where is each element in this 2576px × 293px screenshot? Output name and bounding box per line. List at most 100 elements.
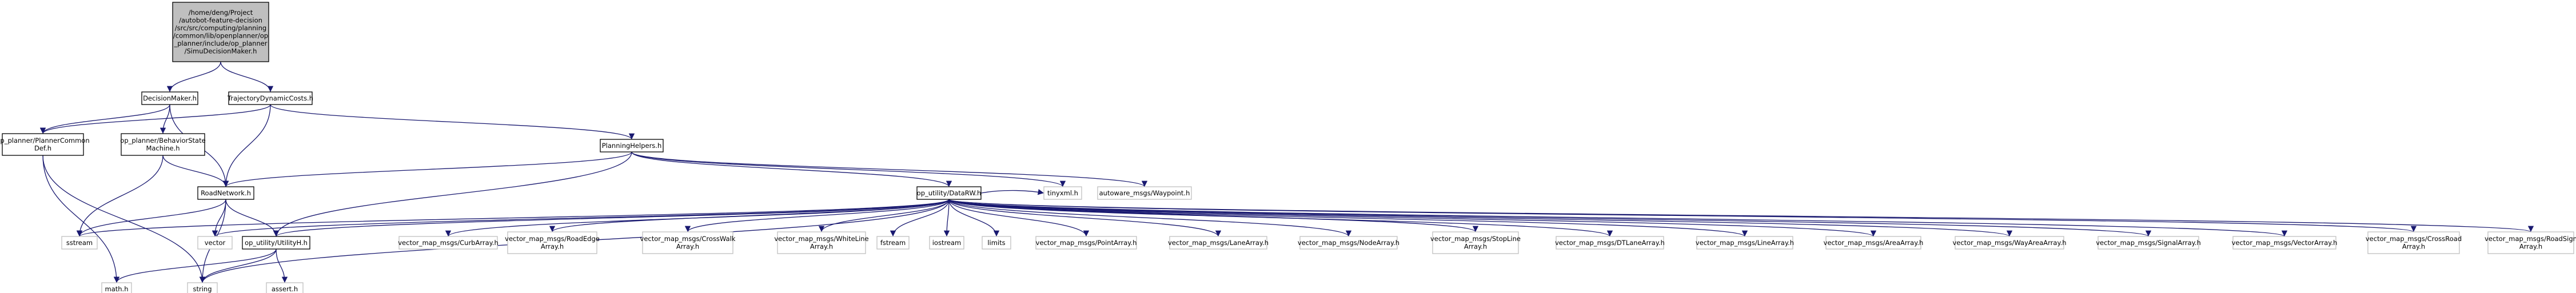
edge-datarw-to-crossroadarray: [948, 199, 2417, 232]
edge-utilityh-to-asserth: [276, 248, 288, 283]
edge-datarw-to-linearray: [948, 199, 1748, 237]
edge-datarw-to-areaarray: [948, 199, 1876, 237]
dependency-edges: [39, 61, 2534, 283]
node-wayareaarray: vector_map_msgs/WayAreaArray.h: [1952, 236, 2067, 250]
node-label: assert.h: [272, 285, 298, 293]
node-box: [1299, 236, 1398, 250]
edge-behaviorstatemachine-to-sstream: [76, 155, 164, 237]
node-box: [187, 282, 218, 293]
node-box: [121, 133, 205, 156]
node-tinyxml: tinyxml.h: [1043, 186, 1082, 200]
edge-trajectorydynamiccosts-to-planninghelpers: [270, 104, 635, 140]
node-lanearray: vector_map_msgs/LaneArray.h: [1168, 236, 1269, 250]
node-box: [2, 133, 84, 156]
node-label: vector_map_msgs/RoadEdge: [505, 235, 600, 243]
node-nodearray: vector_map_msgs/NodeArray.h: [1298, 236, 1399, 250]
node-signalarray: vector_map_msgs/SignalArray.h: [2096, 236, 2201, 250]
edge-decisionmaker-to-plannercommondef: [39, 104, 170, 134]
node-label: op_planner/PlannerCommon: [0, 137, 90, 145]
node-box: [1825, 236, 1921, 250]
node-box: [1556, 236, 1664, 250]
node-label: sstream: [66, 239, 93, 247]
node-vector: vector: [197, 236, 233, 250]
node-label: Def.h: [34, 145, 51, 152]
node-asserth: assert.h: [266, 282, 304, 293]
node-label: PlanningHelpers.h: [602, 142, 662, 150]
edge-datarw-to-vector: [212, 199, 950, 237]
node-label: vector: [205, 239, 226, 247]
edge-datarw-to-nodearray: [948, 199, 1351, 237]
node-areaarray: vector_map_msgs/AreaArray.h: [1824, 236, 1924, 250]
node-label: Array.h: [2519, 243, 2542, 251]
node-label: vector_map_msgs/PointArray.h: [1036, 239, 1137, 247]
node-label: Array.h: [2402, 243, 2425, 251]
edge-trajectorydynamiccosts-to-roadnetwork: [222, 104, 271, 187]
node-box: [398, 236, 498, 250]
edge-datarw-to-whitelinearray: [818, 199, 950, 232]
edge-datarw-to-iostream: [943, 199, 950, 237]
node-dtlanearray: vector_map_msgs/DTLaneArray.h: [1555, 236, 1665, 250]
node-box: [197, 236, 233, 250]
node-label: op_utility/DataRW.h: [917, 189, 982, 197]
edge-datarw-to-crosswalkarray: [684, 199, 950, 232]
node-label: tinyxml.h: [1047, 189, 1078, 197]
node-vectorarray: vector_map_msgs/VectorArray.h: [2232, 236, 2338, 250]
edge-planninghelpers-to-utilityh: [273, 151, 632, 237]
edge-roadnetwork-to-sstream: [76, 199, 226, 237]
node-label: vector_map_msgs/WhiteLine: [774, 235, 868, 243]
node-datarw[interactable]: op_utility/DataRW.h: [916, 186, 982, 200]
node-label: /SimuDecisionMaker.h: [185, 47, 257, 55]
node-trajectorydynamiccosts[interactable]: TrajectoryDynamicCosts.h: [227, 91, 313, 105]
node-label: vector_map_msgs/VectorArray.h: [2232, 239, 2338, 247]
node-label: op_utility/UtilityH.h: [245, 239, 308, 247]
node-label: Array.h: [1464, 243, 1487, 251]
node-label: autoware_msgs/Waypoint.h: [1099, 189, 1190, 197]
node-label: /src/src/computing/planning: [175, 24, 266, 32]
edge-root-to-trajectorydynamiccosts: [220, 61, 274, 93]
node-label: Array.h: [541, 243, 564, 251]
node-pointarray: vector_map_msgs/PointArray.h: [1035, 236, 1137, 250]
node-box: [1035, 236, 1137, 250]
node-decisionmaker[interactable]: DecisionMaker.h: [141, 91, 198, 105]
edge-behaviorstatemachine-to-roadnetwork: [162, 155, 229, 187]
edge-datarw-to-signalarray: [948, 199, 2151, 237]
node-box: [242, 236, 310, 250]
node-box: [172, 2, 269, 62]
node-box: [600, 139, 664, 152]
node-box: [929, 236, 964, 250]
node-label: vector_map_msgs/RoadSign: [2485, 235, 2576, 243]
node-box: [101, 282, 132, 293]
node-label: vector_map_msgs/DTLaneArray.h: [1555, 239, 1665, 247]
node-label: vector_map_msgs/CrossWalk: [640, 235, 736, 243]
node-label: vector_map_msgs/StopLine: [1430, 235, 1521, 243]
node-box: [1696, 236, 1793, 250]
node-planninghelpers[interactable]: PlanningHelpers.h: [600, 139, 664, 152]
node-linearray: vector_map_msgs/LineArray.h: [1696, 236, 1794, 250]
node-roadnetwork[interactable]: RoadNetwork.h: [197, 186, 254, 200]
edge-datarw-to-limits: [948, 199, 1000, 237]
node-box: [1955, 236, 2064, 250]
node-box: [1169, 236, 1267, 250]
node-box: [266, 282, 304, 293]
node-box: [61, 236, 98, 250]
node-label: /autobot-feature-decision: [179, 17, 262, 25]
node-utilityh[interactable]: op_utility/UtilityH.h: [242, 236, 310, 250]
node-root[interactable]: /home/deng/Project/autobot-feature-decis…: [172, 2, 269, 62]
node-label: TrajectoryDynamicCosts.h: [227, 94, 313, 102]
node-label: _planner/include/op_planner: [173, 39, 267, 47]
node-box: [1043, 186, 1082, 200]
edge-planninghelpers-to-tinyxml: [631, 151, 1066, 187]
edge-decisionmaker-to-behaviorstatemachine: [159, 104, 170, 134]
edge-planninghelpers-to-datarw: [631, 151, 952, 187]
node-label: vector_map_msgs/AreaArray.h: [1824, 239, 1924, 247]
node-box: [642, 231, 733, 254]
node-box: [982, 236, 1011, 250]
